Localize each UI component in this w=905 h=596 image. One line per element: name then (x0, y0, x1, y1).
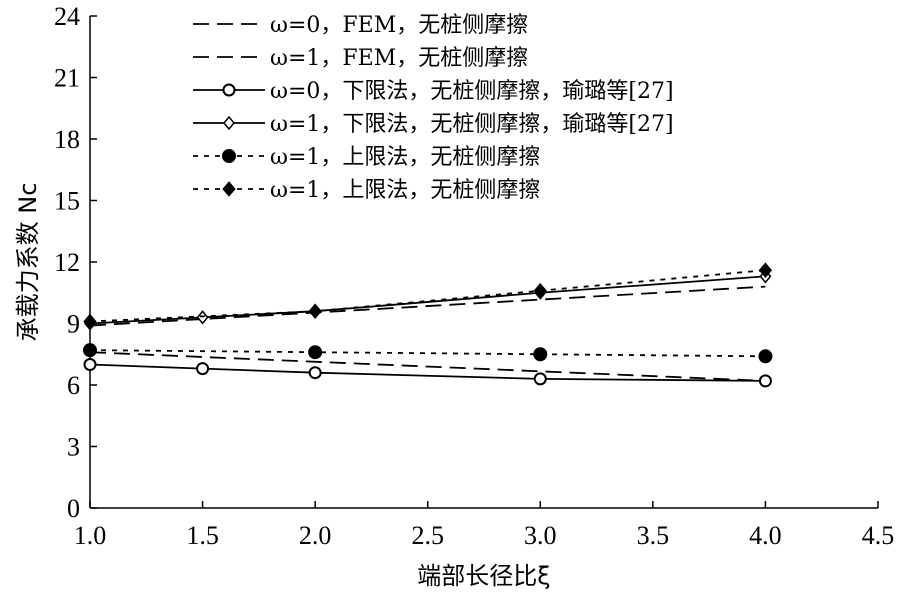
series-4-point (83, 343, 97, 358)
series-4-point (758, 349, 773, 364)
y-tick-label: 3 (67, 433, 80, 462)
legend-label: ω=1，FEM，无桩侧摩擦 (270, 46, 528, 71)
legend: ω=0，FEM，无桩侧摩擦 ω=1，FEM，无桩侧摩擦 ω=0，下限法，无桩侧摩擦，… (193, 13, 674, 203)
legend-entry-4: ω=1，上限法，无桩侧摩擦 (193, 145, 540, 170)
x-tick-label: 1.5 (186, 521, 219, 550)
x-tick-label: 2.0 (299, 521, 332, 550)
y-tick-label: 18 (54, 125, 80, 154)
legend-swatch-marker (223, 115, 235, 131)
x-tick-label: 4.0 (749, 521, 782, 550)
legend-label: ω=1，上限法，无桩侧摩擦 (270, 145, 540, 170)
series-2-point (196, 362, 210, 376)
series-5-point (308, 303, 322, 319)
series-0 (89, 351, 766, 382)
y-tick-label: 24 (54, 2, 80, 31)
legend-entry-3: ω=1，下限法，无桩侧摩擦，瑜璐等[27] (193, 112, 674, 137)
legend-label: ω=0，FEM，无桩侧摩擦 (270, 13, 528, 38)
y-tick-label: 0 (67, 494, 80, 523)
series-2-point (83, 358, 97, 371)
legend-entry-2: ω=0，下限法，无桩侧摩擦，瑜璐等[27] (193, 79, 674, 104)
series-5-line (89, 269, 766, 323)
series-2-point (533, 372, 547, 386)
series-5 (83, 262, 773, 330)
x-tick-label: 1.0 (74, 521, 107, 550)
series-1 (89, 285, 766, 327)
legend-entry-1: ω=1，FEM，无桩侧摩擦 (193, 46, 528, 71)
y-axis-ticks: 0 3 6 9 12 15 18 21 24 (54, 2, 97, 523)
x-tick-label: 2.5 (411, 521, 444, 550)
series-0-line (89, 351, 766, 382)
series-4-line (89, 349, 766, 358)
legend-label: ω=1，上限法，无桩侧摩擦 (270, 178, 540, 203)
series-1-line (89, 285, 766, 327)
series-4-point (533, 347, 548, 362)
legend-swatch-marker (222, 149, 236, 163)
y-tick-label: 15 (54, 187, 80, 216)
x-axis-title: 端部长径比ξ (417, 562, 550, 590)
x-tick-label: 3.0 (524, 521, 557, 550)
legend-swatch-marker (222, 83, 236, 97)
series-2-point (758, 374, 772, 388)
series-5-point (83, 313, 97, 330)
series-4 (83, 343, 773, 364)
x-axis-ticks: 1.0 1.5 2.0 2.5 3.0 3.5 4.0 4.5 (74, 501, 895, 550)
legend-swatch-marker (222, 181, 236, 197)
series-2 (83, 358, 772, 388)
series-5-point (533, 282, 547, 299)
series-5-point (758, 262, 773, 278)
series-2-point (308, 366, 322, 380)
series-4-point (308, 345, 323, 360)
legend-label: ω=1，下限法，无桩侧摩擦，瑜璐等[27] (270, 112, 674, 137)
legend-label: ω=0，下限法，无桩侧摩擦，瑜璐等[27] (270, 79, 674, 104)
series-3-point (196, 310, 209, 325)
legend-entry-0: ω=0，FEM，无桩侧摩擦 (193, 13, 528, 38)
y-tick-label: 12 (54, 248, 80, 277)
y-axis-title: 承载力系数 Nc (14, 183, 42, 342)
y-tick-label: 21 (54, 64, 80, 93)
series-layer (83, 262, 773, 388)
y-tick-label: 9 (67, 310, 80, 339)
x-tick-label: 4.5 (862, 521, 895, 550)
x-tick-label: 3.5 (637, 521, 670, 550)
y-tick-label: 6 (67, 371, 80, 400)
legend-entry-5: ω=1，上限法，无桩侧摩擦 (193, 178, 540, 203)
